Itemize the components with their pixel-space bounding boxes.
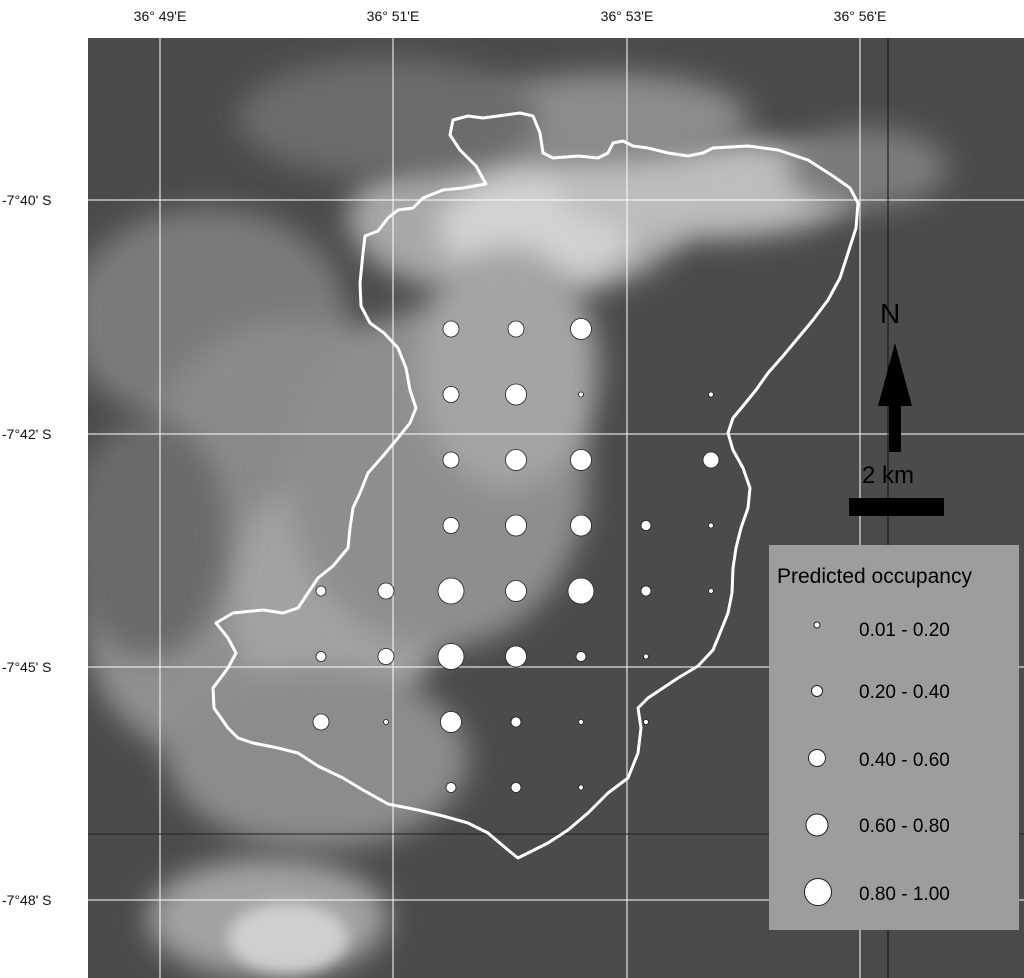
longitude-label-4: 36° 56'E xyxy=(833,8,887,24)
legend-symbol-class-5 xyxy=(804,878,832,906)
occupancy-points xyxy=(312,318,720,793)
occupancy-point[interactable] xyxy=(567,577,595,605)
occupancy-point[interactable] xyxy=(445,782,457,793)
elevation-map[interactable]: N 2 km xyxy=(88,38,1024,978)
study-area-boundary xyxy=(211,111,860,860)
occupancy-point[interactable] xyxy=(570,449,592,471)
scale-bar xyxy=(849,498,944,516)
longitude-label-2: 36° 51'E xyxy=(366,8,420,24)
map-canvas xyxy=(88,38,1024,978)
legend-symbol-class-4 xyxy=(805,813,829,837)
north-arrow-icon xyxy=(878,343,912,452)
longitude-label-3: 36° 53'E xyxy=(600,8,654,24)
occupancy-point[interactable] xyxy=(708,391,714,398)
scale-bar-label: 2 km xyxy=(862,462,915,489)
occupancy-point[interactable] xyxy=(505,580,527,602)
legend-symbol-class-3 xyxy=(808,749,826,767)
occupancy-point[interactable] xyxy=(702,451,720,469)
occupancy-point[interactable] xyxy=(442,386,460,403)
occupancy-point[interactable] xyxy=(570,318,592,340)
occupancy-point[interactable] xyxy=(312,713,330,731)
occupancy-point[interactable] xyxy=(507,320,525,338)
occupancy-point[interactable] xyxy=(643,653,649,660)
latitude-label-4: -7°48' S xyxy=(2,892,52,908)
occupancy-point[interactable] xyxy=(383,719,389,725)
latitude-label-2: -7°42' S xyxy=(2,426,52,442)
north-label: N xyxy=(880,298,901,329)
occupancy-point[interactable] xyxy=(442,320,460,338)
occupancy-point[interactable] xyxy=(315,585,327,597)
occupancy-point[interactable] xyxy=(578,784,584,791)
occupancy-point[interactable] xyxy=(510,782,522,793)
occupancy-point[interactable] xyxy=(510,716,522,728)
occupancy-point[interactable] xyxy=(578,719,584,725)
latitude-label-3: -7°45' S xyxy=(2,659,52,675)
occupancy-point[interactable] xyxy=(442,517,460,534)
occupancy-point[interactable] xyxy=(442,451,460,469)
legend-label-class-5: 0.80 - 1.00 xyxy=(859,884,950,905)
legend-label-class-3: 0.40 - 0.60 xyxy=(859,750,950,771)
occupancy-point[interactable] xyxy=(643,719,649,725)
occupancy-point[interactable] xyxy=(505,645,527,668)
occupancy-point[interactable] xyxy=(315,651,327,662)
occupancy-point[interactable] xyxy=(377,648,395,665)
occupancy-point[interactable] xyxy=(575,651,587,662)
legend-label-class-4: 0.60 - 0.80 xyxy=(859,816,950,837)
legend-title: Predicted occupancy xyxy=(777,565,972,588)
latitude-label-1: -7°40' S xyxy=(2,192,52,208)
legend-label-class-2: 0.20 - 0.40 xyxy=(859,682,950,703)
occupancy-point[interactable] xyxy=(377,582,395,600)
occupancy-point[interactable] xyxy=(437,643,465,670)
legend-symbol-class-1 xyxy=(813,621,821,629)
occupancy-point[interactable] xyxy=(570,514,592,537)
occupancy-point[interactable] xyxy=(578,391,584,398)
occupancy-point[interactable] xyxy=(505,383,527,406)
legend: Predicted occupancy 0.01 - 0.20 0.20 - 0… xyxy=(769,545,1019,930)
occupancy-point[interactable] xyxy=(640,520,652,531)
occupancy-point[interactable] xyxy=(708,522,714,529)
occupancy-point[interactable] xyxy=(505,449,527,471)
occupancy-point[interactable] xyxy=(437,577,465,605)
occupancy-point[interactable] xyxy=(640,585,652,597)
longitude-label-1: 36° 49'E xyxy=(133,8,187,24)
occupancy-point[interactable] xyxy=(505,514,527,537)
legend-symbol-class-2 xyxy=(811,685,823,697)
occupancy-point[interactable] xyxy=(440,711,462,733)
legend-label-class-1: 0.01 - 0.20 xyxy=(859,620,950,641)
occupancy-point[interactable] xyxy=(708,588,714,594)
